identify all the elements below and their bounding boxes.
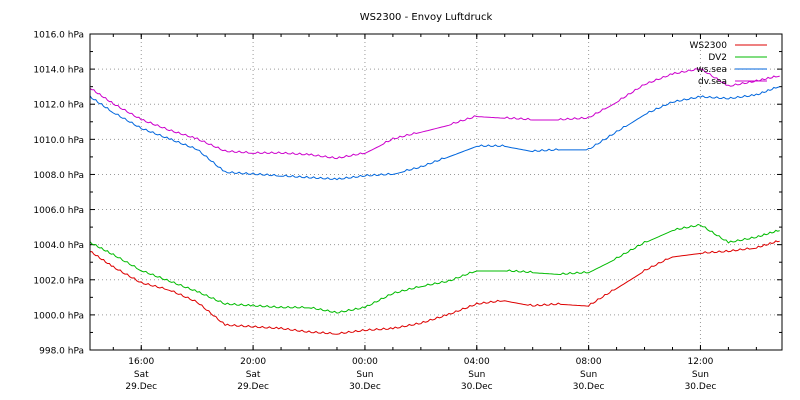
x-tick-label: Sun	[356, 370, 373, 380]
x-tick-label: 00:00	[352, 357, 378, 367]
x-tick-label: 29.Dec	[125, 382, 157, 392]
y-axis: 998.0 hPa 1000.0 hPa 1002.0 hPa 1004.0 hPa 1…	[33, 31, 782, 357]
y-tick-label: 1012.0 hPa	[33, 101, 84, 111]
x-tick-label: 12:00	[687, 357, 713, 367]
y-tick-label: 1008.0 hPa	[33, 171, 84, 181]
series-lines	[89, 68, 780, 335]
x-tick-label: Sat	[246, 370, 261, 380]
x-tick-label: Sun	[692, 370, 709, 380]
legend: WS2300 DV2 ws.sea dv.sea	[689, 41, 767, 87]
plot-frame	[89, 33, 783, 351]
legend-label: dv.sea	[698, 77, 727, 87]
x-tick-label: 30.Dec	[685, 382, 717, 392]
legend-label: WS2300	[689, 41, 727, 51]
series-line-ws-sea	[89, 86, 780, 181]
y-tick-label: 1016.0 hPa	[33, 31, 84, 41]
y-tick-label: 1002.0 hPa	[33, 276, 84, 286]
series-line-dv-sea	[89, 68, 780, 160]
x-axis: 16:00 Sat 29.Dec 20:00 Sat 29.Dec 00:00 Sun 30.D…	[112, 34, 757, 392]
x-tick-label: 08:00	[576, 357, 602, 367]
x-tick-label: Sun	[468, 370, 485, 380]
x-tick-label: Sun	[580, 370, 597, 380]
series-line-dv2	[89, 223, 780, 314]
x-tick-label: 04:00	[464, 357, 490, 367]
legend-label: ws.sea	[696, 65, 727, 75]
legend-label: DV2	[708, 53, 727, 63]
y-tick-label: 1014.0 hPa	[33, 66, 84, 76]
x-tick-label: 29.Dec	[237, 382, 269, 392]
y-tick-label: 1006.0 hPa	[33, 206, 84, 216]
grid-lines	[90, 34, 782, 350]
x-tick-label: 20:00	[240, 357, 266, 367]
y-tick-label: 998.0 hPa	[39, 347, 84, 357]
y-tick-label: 1004.0 hPa	[33, 241, 84, 251]
y-tick-label: 1010.0 hPa	[33, 136, 84, 146]
x-tick-label: Sat	[134, 370, 149, 380]
x-tick-label: 30.Dec	[461, 382, 493, 392]
x-tick-label: 30.Dec	[349, 382, 381, 392]
x-tick-label: 16:00	[128, 357, 154, 367]
series-line-ws2300	[89, 240, 780, 335]
y-tick-label: 1000.0 hPa	[33, 311, 84, 321]
x-tick-label: 30.Dec	[573, 382, 605, 392]
chart-title: WS2300 - Envoy Luftdruck	[360, 12, 493, 23]
